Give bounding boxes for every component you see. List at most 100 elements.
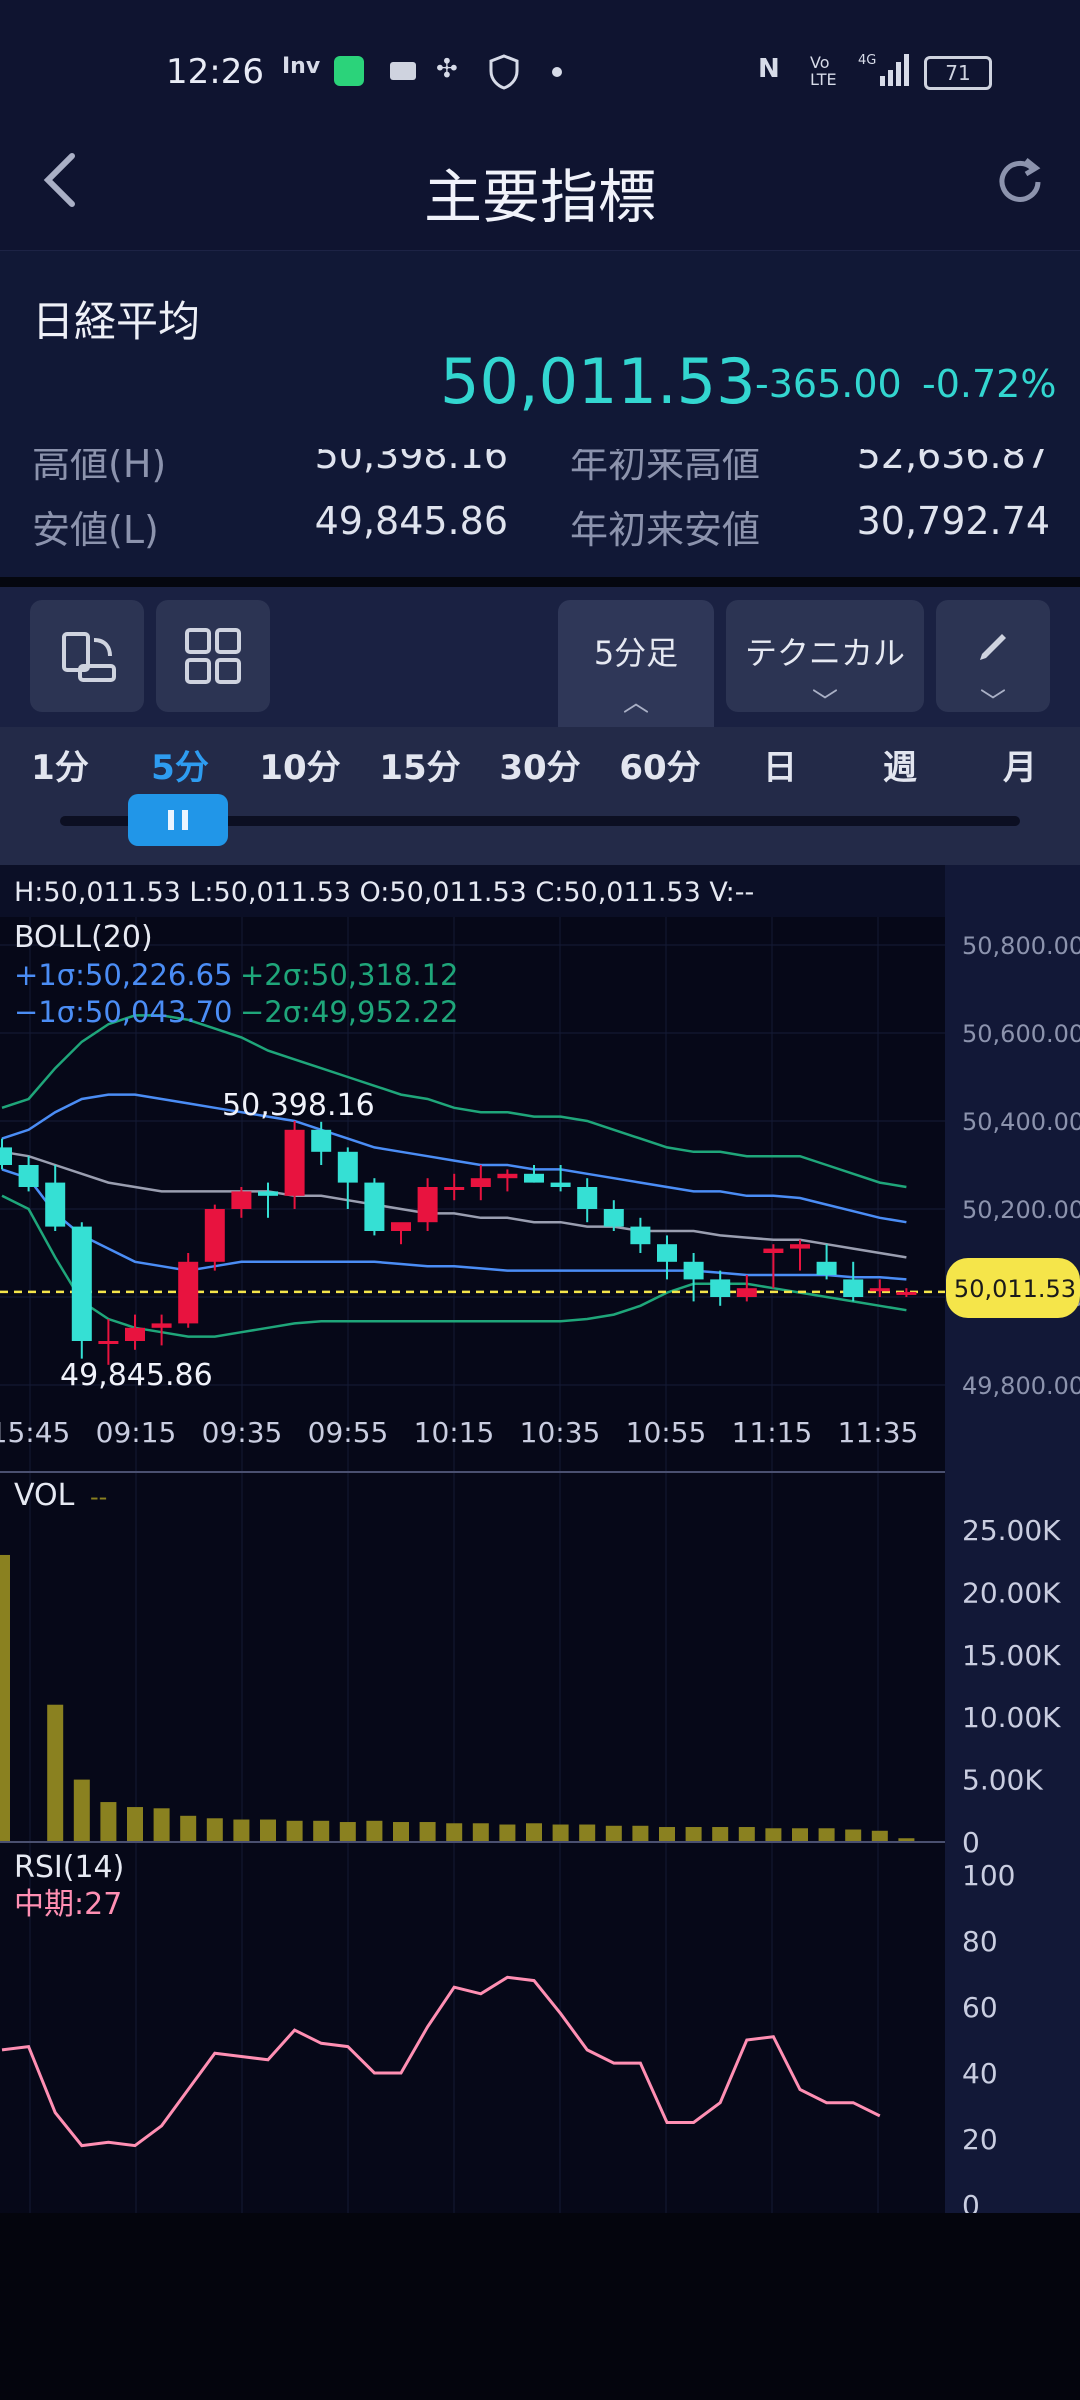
period-30min[interactable]: 30分	[499, 748, 581, 788]
candle-body	[417, 1187, 438, 1223]
current-price: 50,011.53	[440, 345, 756, 418]
volume-bar	[712, 1827, 729, 1842]
chevron-down-icon: ﹀	[979, 688, 1006, 718]
status-time: 12:26	[166, 52, 264, 92]
card-icon	[390, 62, 416, 80]
draw-tool-button[interactable]: ﹀	[936, 600, 1050, 718]
volume-bar	[233, 1819, 250, 1842]
price-tick-label: 50,200.00	[962, 1196, 1080, 1224]
page-title: 主要指標	[423, 163, 656, 231]
candle-body	[657, 1244, 677, 1262]
volume-tick-label: 20.00K	[962, 1576, 1061, 1609]
ytd-high-value: 52,636.87	[856, 449, 1050, 477]
volume-bar	[0, 1554, 10, 1842]
volume-bar	[73, 1779, 90, 1842]
candle-body	[337, 1151, 358, 1183]
volume-bar	[313, 1820, 330, 1842]
boll-lower1-line	[1, 1168, 907, 1281]
high-label: 高値(H)	[32, 449, 167, 486]
price-tick-label: 50,800.00	[962, 932, 1080, 960]
period-15min[interactable]: 15分	[379, 748, 461, 788]
candle-body	[816, 1261, 837, 1275]
time-tick-label: 11:15	[732, 1416, 813, 1449]
svg-text:4G: 4G	[858, 53, 876, 68]
vol-title: VOL	[14, 1478, 75, 1513]
volume-bar	[605, 1825, 622, 1842]
period-60min[interactable]: 60分	[619, 748, 701, 788]
candle-body	[284, 1129, 305, 1196]
volume-bar	[393, 1822, 409, 1842]
ytd-low-value: 30,792.74	[856, 499, 1050, 543]
last-price-label: 50,011.53	[954, 1275, 1076, 1303]
technical-button[interactable]: テクニカル ﹀	[726, 600, 924, 718]
time-tick-label: 10:55	[626, 1416, 707, 1449]
rsi-tick-label: 100	[962, 1859, 1015, 1892]
candle-body	[98, 1341, 119, 1344]
low-annotation: 49,845.86	[60, 1358, 213, 1393]
ytd-high-label: 年初来高値	[570, 449, 761, 486]
period-slider-handle[interactable]	[128, 794, 228, 846]
period-5min[interactable]: 5分	[151, 748, 209, 788]
volume-bar	[792, 1828, 808, 1842]
volume-bar	[845, 1829, 862, 1842]
interval-button[interactable]: 5分足 ︿	[558, 600, 714, 727]
index-name: 日経平均	[32, 297, 201, 346]
refresh-icon	[999, 158, 1041, 202]
rsi-tick-label: 80	[962, 1925, 998, 1958]
period-slider-track[interactable]	[60, 816, 1020, 826]
volume-tick-label: 15.00K	[962, 1639, 1061, 1672]
volume-bar	[127, 1807, 143, 1842]
time-tick-label: 10:15	[414, 1416, 495, 1449]
boll-minus2: −2σ:49,952.22	[240, 995, 459, 1029]
volume-bar	[100, 1802, 117, 1842]
volume-bar	[153, 1808, 170, 1842]
low-label: 安値(L)	[32, 508, 159, 552]
candle-body	[550, 1182, 571, 1187]
period-month[interactable]: 月	[1003, 748, 1037, 788]
boll-upper1-line	[1, 1093, 907, 1224]
volume-tick-label: 25.00K	[962, 1514, 1061, 1547]
layout-grid-button[interactable]	[156, 600, 270, 712]
candle-body	[178, 1261, 199, 1324]
candle-body	[736, 1288, 757, 1297]
bottom-area	[0, 2213, 1080, 2400]
candle-body	[364, 1182, 385, 1231]
volume-bar	[738, 1827, 755, 1842]
volume-bar	[818, 1828, 835, 1842]
candle-body	[603, 1209, 624, 1227]
vol-value: --	[90, 1483, 107, 1511]
period-week[interactable]: 週	[883, 748, 917, 788]
interval-label: 5分足	[593, 634, 679, 672]
back-button[interactable]	[40, 150, 80, 210]
candle-body	[258, 1191, 278, 1196]
boll-plus1: +1σ:50,226.65	[14, 958, 233, 992]
period-day[interactable]: 日	[763, 748, 797, 788]
volume-bar	[526, 1823, 542, 1842]
boll-minus1: −1σ:50,043.70	[14, 995, 233, 1029]
chevron-up-icon: ︿	[622, 688, 649, 718]
period-1min[interactable]: 1分	[31, 748, 89, 788]
high-value: 50,398.16	[314, 449, 508, 477]
boll-upper2-line	[1, 1014, 907, 1189]
period-10min[interactable]: 10分	[259, 748, 341, 788]
low-value: 49,845.86	[314, 499, 508, 543]
volume-bar	[419, 1822, 436, 1842]
rsi-mid: 中期:27	[14, 1887, 122, 1922]
refresh-button[interactable]	[990, 152, 1050, 212]
rsi-polyline	[1, 1975, 881, 2148]
rotate-screen-button[interactable]	[30, 600, 144, 712]
candle-body	[683, 1261, 704, 1280]
volume-bars	[0, 1554, 915, 1842]
candle-body	[71, 1226, 92, 1341]
price-change: -365.00	[755, 362, 902, 406]
rsi-title: RSI(14)	[14, 1850, 124, 1885]
chart-area[interactable]: 50,800.00 50,600.00 50,400.00 50,200.00 50,0…	[0, 865, 1080, 2213]
candle-body	[790, 1244, 810, 1249]
candle-body	[763, 1248, 784, 1253]
volume-bar	[286, 1820, 303, 1842]
candle-body	[231, 1191, 252, 1209]
volume-bar	[206, 1818, 223, 1842]
candle-body	[710, 1279, 731, 1297]
volume-bar	[898, 1838, 915, 1842]
boll-lower2-line	[1, 1194, 907, 1338]
